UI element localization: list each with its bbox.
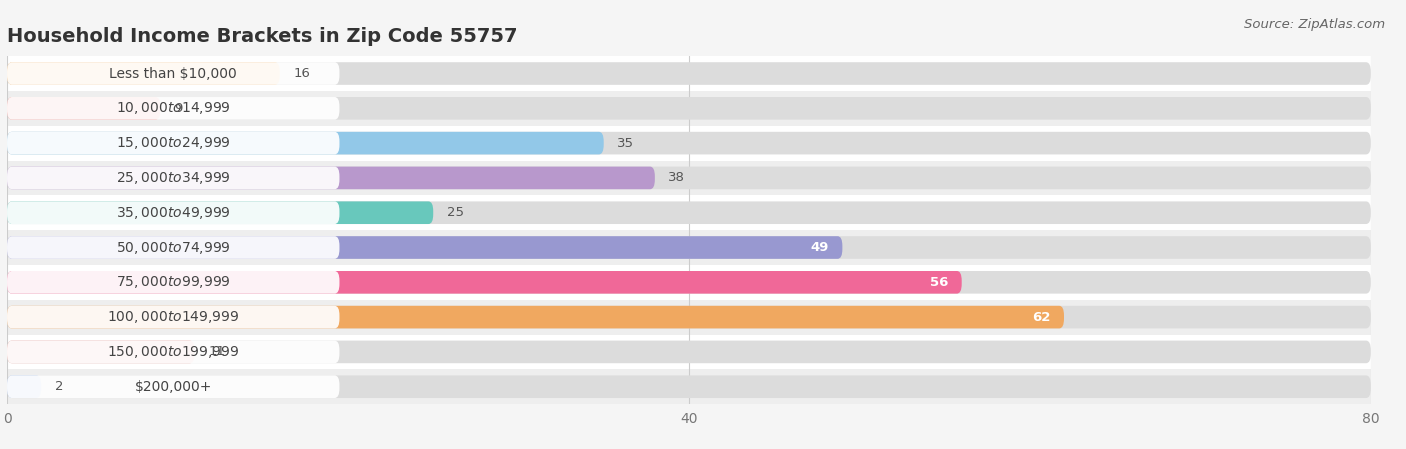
FancyBboxPatch shape <box>7 97 339 119</box>
FancyBboxPatch shape <box>7 300 1371 335</box>
FancyBboxPatch shape <box>7 161 1371 195</box>
FancyBboxPatch shape <box>7 132 603 154</box>
FancyBboxPatch shape <box>7 195 1371 230</box>
FancyBboxPatch shape <box>7 271 339 294</box>
FancyBboxPatch shape <box>7 126 1371 161</box>
FancyBboxPatch shape <box>7 62 1371 85</box>
FancyBboxPatch shape <box>7 97 160 119</box>
Text: Source: ZipAtlas.com: Source: ZipAtlas.com <box>1244 18 1385 31</box>
Text: $100,000 to $149,999: $100,000 to $149,999 <box>107 309 239 325</box>
Text: $50,000 to $74,999: $50,000 to $74,999 <box>115 239 231 255</box>
Text: Less than $10,000: Less than $10,000 <box>110 66 238 80</box>
FancyBboxPatch shape <box>7 202 339 224</box>
Text: 35: 35 <box>617 136 634 150</box>
FancyBboxPatch shape <box>7 271 962 294</box>
Text: 49: 49 <box>810 241 828 254</box>
Text: Household Income Brackets in Zip Code 55757: Household Income Brackets in Zip Code 55… <box>7 27 517 46</box>
Text: 16: 16 <box>294 67 311 80</box>
FancyBboxPatch shape <box>7 341 339 363</box>
FancyBboxPatch shape <box>7 132 1371 154</box>
FancyBboxPatch shape <box>7 335 1371 369</box>
FancyBboxPatch shape <box>7 265 1371 300</box>
FancyBboxPatch shape <box>7 375 1371 398</box>
Text: 11: 11 <box>208 345 225 358</box>
FancyBboxPatch shape <box>7 97 1371 119</box>
Text: $200,000+: $200,000+ <box>135 380 212 394</box>
FancyBboxPatch shape <box>7 167 339 189</box>
FancyBboxPatch shape <box>7 132 339 154</box>
FancyBboxPatch shape <box>7 91 1371 126</box>
FancyBboxPatch shape <box>7 236 339 259</box>
Text: $150,000 to $199,999: $150,000 to $199,999 <box>107 344 239 360</box>
FancyBboxPatch shape <box>7 306 1371 328</box>
Text: 2: 2 <box>55 380 63 393</box>
FancyBboxPatch shape <box>7 62 280 85</box>
Text: $15,000 to $24,999: $15,000 to $24,999 <box>115 135 231 151</box>
FancyBboxPatch shape <box>7 167 655 189</box>
Text: $35,000 to $49,999: $35,000 to $49,999 <box>115 205 231 221</box>
FancyBboxPatch shape <box>7 202 1371 224</box>
FancyBboxPatch shape <box>7 369 1371 404</box>
FancyBboxPatch shape <box>7 341 194 363</box>
FancyBboxPatch shape <box>7 167 1371 189</box>
FancyBboxPatch shape <box>7 202 433 224</box>
Text: 25: 25 <box>447 206 464 219</box>
Text: $25,000 to $34,999: $25,000 to $34,999 <box>115 170 231 186</box>
Text: 9: 9 <box>174 102 183 115</box>
Text: 56: 56 <box>929 276 948 289</box>
FancyBboxPatch shape <box>7 56 1371 91</box>
Text: 38: 38 <box>668 172 685 185</box>
FancyBboxPatch shape <box>7 271 1371 294</box>
FancyBboxPatch shape <box>7 306 339 328</box>
FancyBboxPatch shape <box>7 375 41 398</box>
FancyBboxPatch shape <box>7 375 339 398</box>
FancyBboxPatch shape <box>7 230 1371 265</box>
FancyBboxPatch shape <box>7 236 842 259</box>
Text: 62: 62 <box>1032 311 1050 324</box>
Text: $10,000 to $14,999: $10,000 to $14,999 <box>115 100 231 116</box>
FancyBboxPatch shape <box>7 62 339 85</box>
FancyBboxPatch shape <box>7 236 1371 259</box>
FancyBboxPatch shape <box>7 306 1064 328</box>
FancyBboxPatch shape <box>7 341 1371 363</box>
Text: $75,000 to $99,999: $75,000 to $99,999 <box>115 274 231 291</box>
